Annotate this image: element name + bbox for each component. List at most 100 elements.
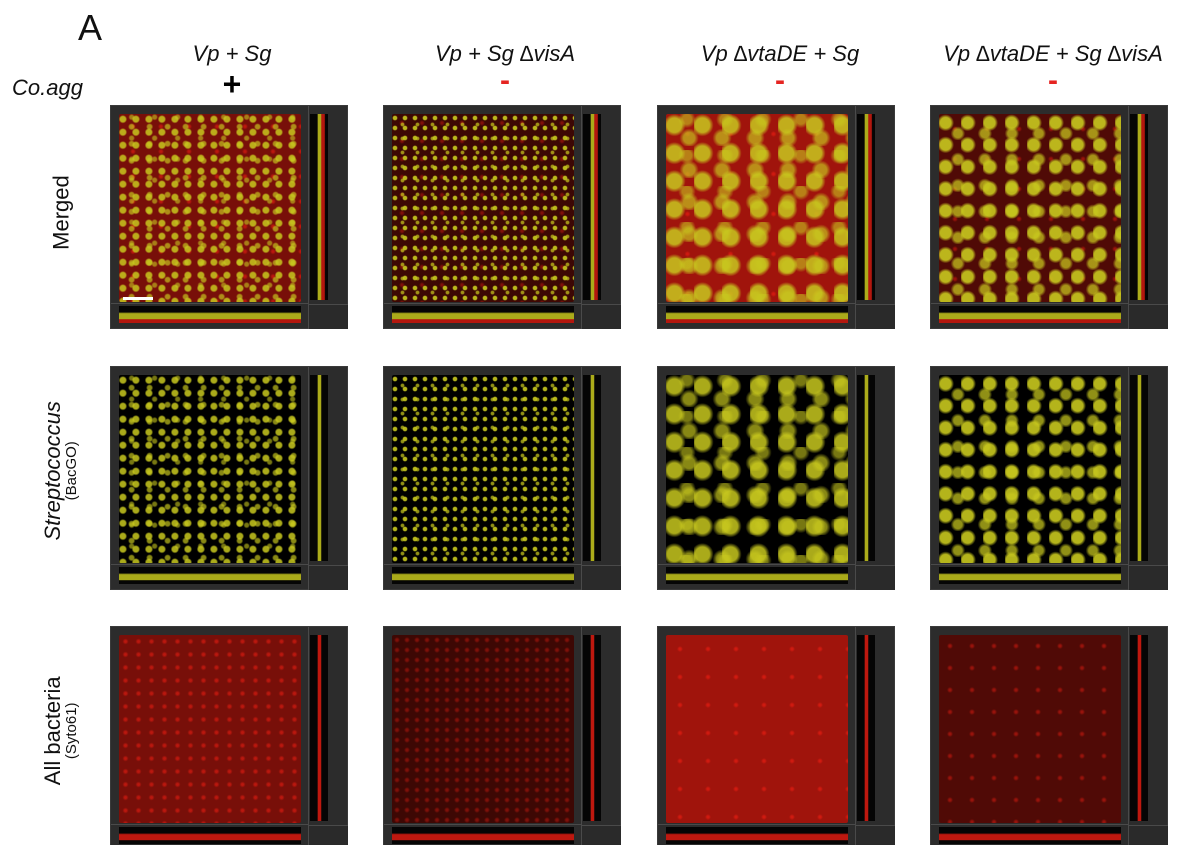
tile-frame-vline	[308, 367, 309, 565]
orthogonal-bottom-view	[392, 567, 574, 584]
coagg-label: Co.agg	[12, 75, 83, 100]
coagg-sign-3: -	[775, 64, 785, 97]
orthogonal-side-view	[857, 375, 875, 561]
tile-frame-hline	[658, 303, 855, 304]
tile-frame-corner	[308, 304, 348, 329]
micrograph-main-view	[392, 635, 574, 823]
scale-bar	[123, 297, 153, 300]
tile-frame-corner	[855, 565, 895, 590]
tile-frame-hline	[931, 824, 1128, 825]
column-header-4: Vp ∆vtaDE + Sg ∆visA	[943, 41, 1163, 66]
micrograph-main-view	[666, 375, 848, 563]
tile-frame-vline	[855, 627, 856, 825]
micrograph-main-view	[939, 635, 1121, 823]
row-sublabel-text: (Syto61)	[63, 702, 81, 760]
orthogonal-bottom-view	[939, 827, 1121, 844]
tile-frame-corner	[855, 304, 895, 329]
micrograph-main-view	[119, 114, 301, 302]
tile-frame-vline	[1128, 627, 1129, 825]
tile-frame-hline	[111, 564, 308, 565]
orthogonal-bottom-view	[119, 306, 301, 323]
row-sublabel-text: (BacGO)	[63, 441, 81, 501]
row-label-2: Streptococcus (BacGO)	[40, 351, 81, 591]
micrograph-tile	[657, 366, 895, 590]
orthogonal-bottom-view	[939, 567, 1121, 584]
tile-frame-vline	[581, 367, 582, 565]
tile-frame-hline	[658, 564, 855, 565]
tile-frame-vline	[581, 106, 582, 304]
micrograph-main-view	[392, 375, 574, 563]
tile-frame-hline	[111, 303, 308, 304]
orthogonal-bottom-view	[392, 306, 574, 323]
orthogonal-side-view	[583, 114, 601, 300]
tile-frame-corner	[855, 825, 895, 845]
orthogonal-side-view	[310, 114, 328, 300]
coagg-sign-1: +	[222, 66, 242, 102]
row-label-3: All bacteria (Syto61)	[40, 611, 81, 845]
orthogonal-side-view	[1130, 635, 1148, 821]
orthogonal-side-view	[1130, 375, 1148, 561]
orthogonal-bottom-view	[666, 306, 848, 323]
coagg-sign-2: -	[500, 64, 510, 97]
micrograph-tile	[110, 626, 348, 845]
micrograph-tile	[383, 626, 621, 845]
micrograph-tile	[110, 366, 348, 590]
micrograph-main-view	[119, 375, 301, 563]
orthogonal-side-view	[857, 114, 875, 300]
column-header-3: Vp ∆vtaDE + Sg	[700, 41, 860, 66]
tile-frame-corner	[1128, 565, 1168, 590]
micrograph-tile	[383, 366, 621, 590]
orthogonal-side-view	[310, 375, 328, 561]
orthogonal-side-view	[310, 635, 328, 821]
micrograph-main-view	[392, 114, 574, 302]
tile-frame-corner	[1128, 825, 1168, 845]
tile-frame-corner	[581, 825, 621, 845]
orthogonal-bottom-view	[939, 306, 1121, 323]
column-header-2: Vp + Sg ∆visA	[434, 41, 576, 66]
micrograph-tile	[657, 105, 895, 329]
row-label-text: All bacteria	[40, 676, 66, 786]
tile-frame-corner	[308, 565, 348, 590]
orthogonal-bottom-view	[666, 827, 848, 844]
micrograph-main-view	[666, 114, 848, 302]
orthogonal-side-view	[1130, 114, 1148, 300]
tile-frame-hline	[931, 564, 1128, 565]
tile-frame-hline	[111, 824, 308, 825]
micrograph-main-view	[119, 635, 301, 823]
row-label-text: Streptococcus	[40, 401, 66, 541]
micrograph-main-view	[939, 114, 1121, 302]
row-label-1: Merged	[48, 93, 74, 333]
orthogonal-side-view	[857, 635, 875, 821]
orthogonal-side-view	[583, 635, 601, 821]
tile-frame-vline	[855, 367, 856, 565]
tile-frame-corner	[308, 825, 348, 845]
coagg-sign-4: -	[1048, 64, 1058, 97]
orthogonal-side-view	[583, 375, 601, 561]
tile-frame-corner	[581, 304, 621, 329]
tile-frame-vline	[581, 627, 582, 825]
tile-frame-corner	[581, 565, 621, 590]
tile-frame-hline	[931, 303, 1128, 304]
tile-frame-vline	[1128, 106, 1129, 304]
micrograph-tile	[930, 626, 1168, 845]
tile-frame-vline	[308, 627, 309, 825]
panel-letter: A	[78, 7, 103, 48]
tile-frame-vline	[1128, 367, 1129, 565]
micrograph-tile	[383, 105, 621, 329]
micrograph-tile	[657, 626, 895, 845]
micrograph-tile	[110, 105, 348, 329]
orthogonal-bottom-view	[392, 827, 574, 844]
tile-frame-hline	[658, 824, 855, 825]
tile-frame-vline	[308, 106, 309, 304]
tile-frame-vline	[855, 106, 856, 304]
micrograph-tile	[930, 366, 1168, 590]
micrograph-tile	[930, 105, 1168, 329]
micrograph-main-view	[666, 635, 848, 823]
column-header-1: Vp + Sg	[192, 41, 272, 66]
row-label-text: Merged	[48, 175, 74, 250]
orthogonal-bottom-view	[119, 827, 301, 844]
orthogonal-bottom-view	[666, 567, 848, 584]
orthogonal-bottom-view	[119, 567, 301, 584]
micrograph-main-view	[939, 375, 1121, 563]
tile-frame-corner	[1128, 304, 1168, 329]
